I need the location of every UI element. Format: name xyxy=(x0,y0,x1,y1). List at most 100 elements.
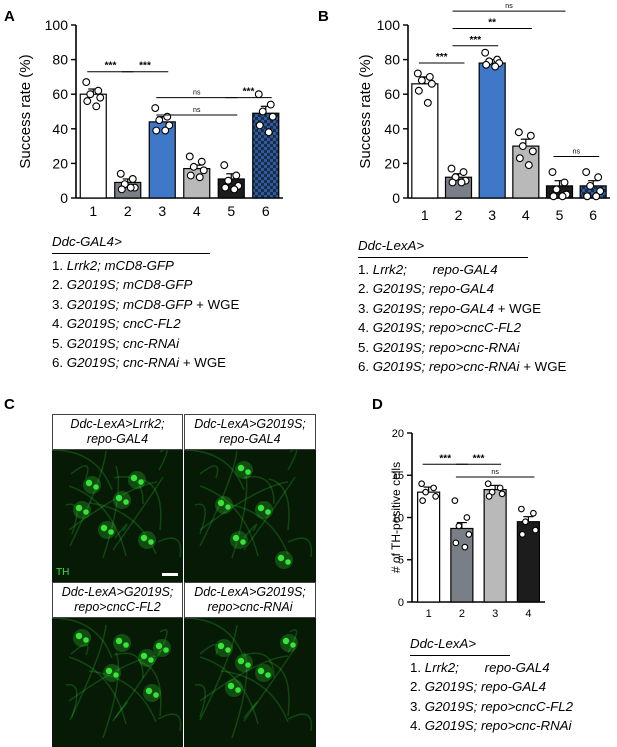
x-tick-label: 3 xyxy=(492,608,498,620)
data-point xyxy=(152,126,161,135)
cell-body xyxy=(82,508,90,516)
y-tick-label: 10 xyxy=(392,512,404,524)
x-tick-label: 4 xyxy=(522,207,530,223)
data-point xyxy=(549,192,558,201)
x-tick-label: 6 xyxy=(262,203,270,219)
y-tick-label: 0 xyxy=(60,190,68,206)
data-point xyxy=(530,509,537,517)
micrograph-label: Ddc-LexA>G2019S; repo-GAL4 xyxy=(184,414,316,450)
cell-body xyxy=(155,641,164,650)
data-point xyxy=(199,166,208,175)
data-point xyxy=(422,488,429,496)
x-tick-label: 6 xyxy=(589,207,597,223)
fibre xyxy=(243,652,275,679)
data-point xyxy=(461,543,469,551)
data-point xyxy=(496,484,504,492)
y-axis-label: Success rate (%) xyxy=(357,54,374,168)
y-tick-label: 40 xyxy=(384,121,400,137)
data-point xyxy=(255,121,264,130)
y-axis-label: Success rate (%) xyxy=(17,54,34,168)
x-tick-label: 4 xyxy=(525,608,531,620)
data-point xyxy=(430,484,437,492)
fibre xyxy=(243,647,296,722)
data-point xyxy=(484,480,492,488)
data-point xyxy=(432,493,439,500)
cell-body xyxy=(234,686,242,694)
genotype-line: 5. G2019S; cnc-RNAi xyxy=(52,335,180,351)
fibre xyxy=(199,481,289,531)
fibre xyxy=(139,478,162,531)
significance-label: ns xyxy=(573,148,581,155)
cell-body xyxy=(162,646,170,654)
data-point xyxy=(586,181,595,190)
data-point xyxy=(485,493,493,500)
fibre xyxy=(243,701,258,719)
fibre xyxy=(287,450,298,471)
bar-2 xyxy=(450,527,474,603)
fibre xyxy=(52,618,113,659)
fibre xyxy=(139,661,162,717)
x-tick-label: 2 xyxy=(455,207,463,223)
fibre xyxy=(112,647,164,722)
cell-body xyxy=(244,468,252,476)
fibre xyxy=(184,450,245,491)
data-point xyxy=(452,539,460,547)
y-axis-label: # of TH-positive cells xyxy=(389,462,403,573)
cell-body xyxy=(147,538,155,546)
bar-1 xyxy=(79,93,107,199)
cell-body xyxy=(282,636,291,645)
fibre xyxy=(69,624,107,721)
y-tick-label: 100 xyxy=(377,17,401,33)
y-tick-label: 5 xyxy=(398,555,404,567)
bar-3 xyxy=(148,121,176,199)
data-point xyxy=(482,60,491,69)
fibre xyxy=(199,655,289,702)
data-point xyxy=(524,161,533,170)
cell-body xyxy=(257,504,266,513)
cell-body xyxy=(82,636,90,644)
cell-body xyxy=(217,641,226,650)
data-point xyxy=(232,171,241,180)
data-point xyxy=(94,86,103,95)
data-point xyxy=(594,173,603,182)
micrograph-image xyxy=(184,450,316,582)
micrograph-image xyxy=(184,618,316,747)
cell-body xyxy=(289,641,297,649)
cell-body xyxy=(237,463,246,472)
data-point xyxy=(526,131,535,140)
significance-label: *** xyxy=(439,453,451,464)
data-point xyxy=(463,514,471,521)
fibre xyxy=(199,450,238,547)
cell-body xyxy=(122,641,130,649)
x-tick-label: 1 xyxy=(89,203,97,219)
data-point xyxy=(195,173,204,182)
fibre xyxy=(243,476,296,551)
significance-label: ** xyxy=(488,17,496,28)
genotype-line: 1. Lrrk2; repo-GAL4 xyxy=(410,659,550,675)
data-point xyxy=(518,142,527,151)
fibre xyxy=(88,670,157,723)
cell-body xyxy=(115,494,124,503)
cell-body xyxy=(147,656,155,664)
fibre xyxy=(287,629,298,654)
y-tick-label: 20 xyxy=(392,428,404,440)
fibre xyxy=(157,713,182,732)
cell-body xyxy=(105,667,114,676)
data-point xyxy=(417,76,426,85)
fibre xyxy=(65,683,78,718)
data-point xyxy=(220,161,229,170)
fibre xyxy=(194,683,206,718)
data-point xyxy=(230,185,239,194)
x-tick-label: 5 xyxy=(556,207,564,223)
data-point xyxy=(185,152,194,161)
fibre xyxy=(194,503,206,535)
significance-label: ns xyxy=(505,3,513,10)
genotype-line: 4. G2019S; cncC-FL2 xyxy=(52,316,181,331)
cell-body xyxy=(239,538,247,546)
panel-letter-d: D xyxy=(372,396,383,413)
data-point xyxy=(189,162,198,171)
data-point xyxy=(96,93,105,102)
data-point xyxy=(82,78,91,87)
data-point xyxy=(414,86,423,95)
